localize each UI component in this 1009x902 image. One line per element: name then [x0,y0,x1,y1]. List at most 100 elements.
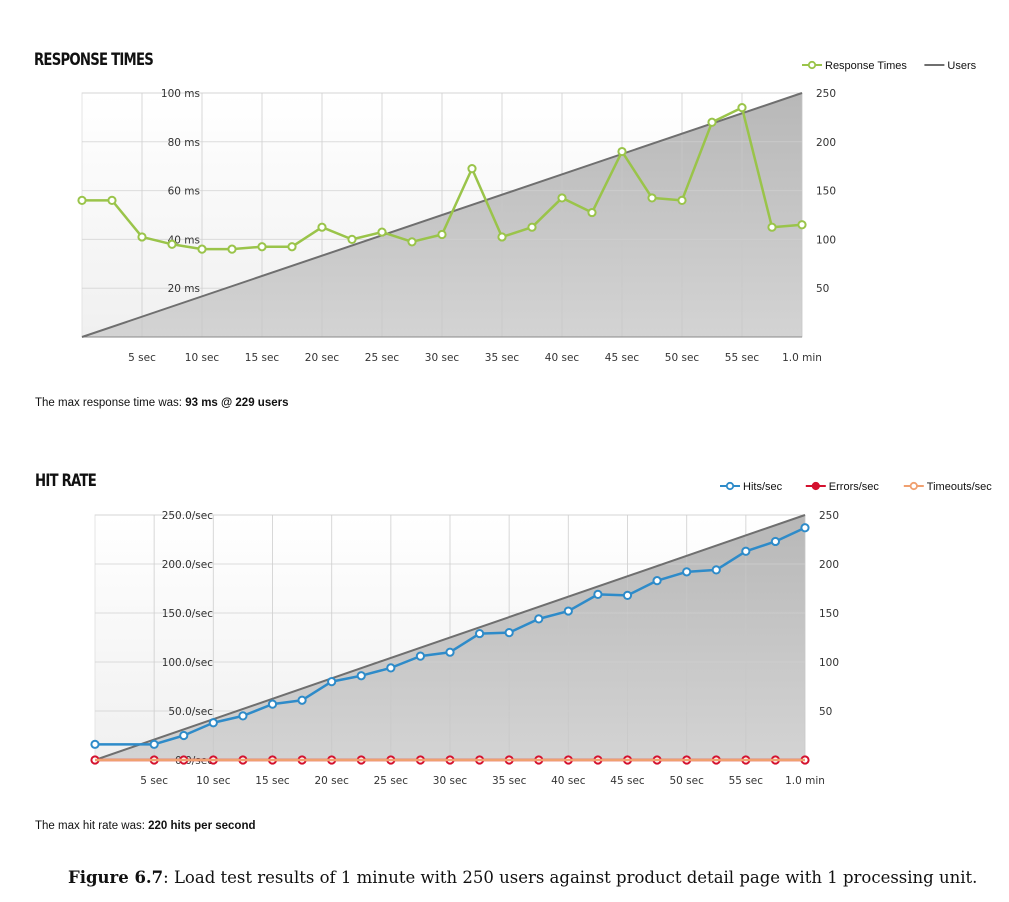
y-left-tick-label: 50.0/sec [168,706,213,718]
y-right-tick-label: 100 [816,234,836,246]
response-times-point [137,232,147,242]
response-times-point [587,207,597,218]
x-tick-label: 40 sec [551,775,586,787]
response-times-point [347,234,357,244]
response-times-point [707,117,717,127]
y-right-tick-label: 200 [816,137,836,149]
hits-sec-point [327,677,337,687]
x-tick-label: 55 sec [729,775,764,787]
x-tick-label: 50 sec [665,352,700,364]
users-line [81,92,803,338]
y-left-tick-label: 100.0/sec [162,657,214,669]
max-response-note: The max response time was: 93 ms @ 229 u… [35,397,288,409]
hits-sec-point [415,651,426,661]
hits-sec-point [770,536,781,547]
y-left-tick-label: 80 ms [168,137,200,149]
hits-sec-point [149,739,159,749]
x-tick-label: 15 sec [245,352,280,364]
response-times-point [257,242,267,252]
hits-sec-point [504,628,514,638]
x-tick-label: 45 sec [605,352,640,364]
hits-sec-point [741,546,751,556]
legend-errors-sec-marker [811,481,820,491]
y-right-tick-label: 250 [816,88,836,100]
x-tick-label: 35 sec [485,352,520,364]
response-times-point [497,232,507,242]
y-left-tick-label: 150.0/sec [162,608,214,620]
hits-sec-point [267,699,278,709]
x-tick-label: 30 sec [433,775,468,787]
response-times-point [167,239,177,249]
y-right-tick-label: 150 [819,608,839,620]
response-times-point [77,195,87,205]
y-left-tick-label: 100 ms [161,88,200,100]
response-times-point [407,237,417,247]
hits-sec-point [179,730,189,741]
response-times-point [797,220,807,230]
hits-sec-point [563,606,573,616]
y-right-tick-label: 250 [819,510,839,522]
hits-sec-point [682,567,692,577]
response-times-point [647,193,657,203]
hits-sec-point [534,614,544,624]
y-right-tick-label: 200 [819,559,839,571]
y-left-tick-label: 200.0/sec [162,559,214,571]
legend-hits-sec-label: Hits/sec [743,481,783,493]
x-tick-label: 25 sec [374,775,409,787]
figure-caption: Figure 6.7: Load test results of 1 minut… [68,868,977,887]
legend-response-times-marker [807,60,817,70]
x-tick-label: 25 sec [365,352,400,364]
legend-errors-sec-label: Errors/sec [829,481,880,493]
max-hit-note: The max hit rate was: 220 hits per secon… [35,820,256,832]
response-times-point [527,222,537,232]
response-times-point [467,164,477,174]
max-response-note-prefix: The max response time was: [35,397,186,409]
max-hit-note-prefix: The max hit rate was: [35,820,149,832]
x-tick-label: 5 sec [140,775,168,787]
hits-sec-point [593,589,603,599]
response-times-point [557,193,567,203]
hits-sec-point [208,718,218,728]
y-right-tick-label: 100 [819,657,839,669]
hits-sec-point [386,663,396,673]
x-tick-label: 30 sec [425,352,460,364]
hits-sec-point [622,590,633,600]
legend-timeouts-sec-label: Timeouts/sec [927,481,993,493]
x-tick-label: 1.0 min [782,352,822,364]
x-tick-label: 20 sec [314,775,349,787]
y-left-tick-label: 20 ms [168,283,200,295]
x-tick-label: 55 sec [725,352,760,364]
response-times-point [617,146,627,157]
y-left-tick-label: 60 ms [168,186,200,198]
response-times-point [227,244,237,254]
hits-sec-point [711,565,721,575]
x-tick-label: 5 sec [128,352,156,364]
response-times-point [677,195,687,205]
y-right-tick-label: 50 [816,283,829,295]
hits-sec-point [652,576,662,586]
response-times-point [317,222,327,232]
legend-users-label: Users [947,60,976,72]
legend-timeouts-sec-marker [909,481,918,491]
x-tick-label: 10 sec [185,352,220,364]
response-times-point [197,244,207,254]
hits-sec-point [356,671,366,681]
x-tick-label: 50 sec [669,775,704,787]
hits-sec-point [297,695,307,705]
figure-caption-label: Figure 6.7 [68,868,164,887]
hits-sec-point [238,711,248,721]
x-tick-label: 35 sec [492,775,527,787]
hits-sec-point [445,647,455,657]
response-times-point [767,222,777,232]
response-times-point [437,229,447,240]
response-times-point [737,103,747,113]
y-left-tick-label: 250.0/sec [162,510,214,522]
x-tick-label: 20 sec [305,352,340,364]
hit-rate-title: HIT RATE [35,471,97,491]
hits-sec-point [90,739,100,749]
legend-hits-sec-marker [725,481,735,491]
x-tick-label: 45 sec [610,775,645,787]
max-hit-note-value: 220 hits per second [148,820,256,832]
